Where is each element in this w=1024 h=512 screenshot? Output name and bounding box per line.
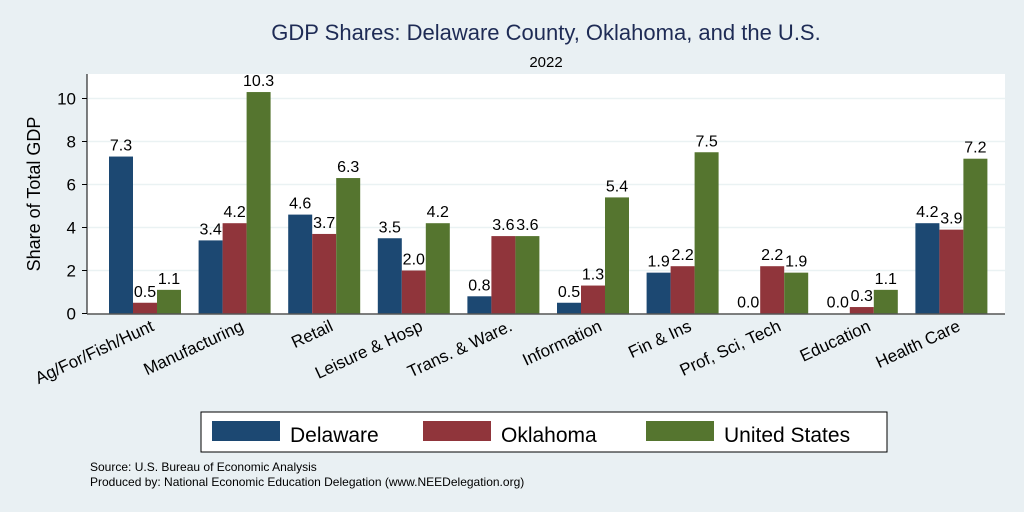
- y-tick-label: 2: [67, 262, 76, 281]
- x-tick-label: Fin & Ins: [625, 316, 694, 362]
- bar: [312, 233, 337, 314]
- legend-label: Oklahoma: [501, 424, 597, 447]
- data-label: 7.2: [964, 140, 986, 157]
- data-label: 3.7: [313, 215, 335, 232]
- bar: [222, 223, 247, 314]
- bar: [246, 92, 271, 314]
- data-label: 6.3: [337, 159, 359, 176]
- bar: [401, 270, 426, 314]
- bar: [873, 289, 898, 314]
- produced-by-note: Produced by: National Economic Education…: [90, 475, 524, 489]
- bars: [109, 92, 988, 315]
- data-label: 5.4: [606, 178, 628, 195]
- bar: [915, 223, 940, 314]
- data-label: 3.6: [516, 217, 538, 234]
- legend-swatch: [423, 421, 491, 441]
- bar: [849, 307, 874, 314]
- bar: [605, 197, 629, 314]
- legend-swatch: [646, 421, 714, 441]
- bar: [109, 156, 133, 314]
- legend-items: Delaware Oklahoma United States: [212, 421, 850, 447]
- data-label: 1.1: [158, 271, 180, 288]
- y-axis: 0 2 4 6 8 10: [57, 90, 87, 324]
- data-label: 4.2: [427, 204, 449, 221]
- chart-title: GDP Shares: Delaware County, Oklahoma, a…: [271, 20, 820, 45]
- bar: [425, 223, 450, 314]
- data-label: 0.0: [737, 295, 759, 312]
- bar: [336, 178, 361, 314]
- y-tick-label: 4: [67, 219, 76, 238]
- x-tick-label: Ag/For/Fish/Hunt: [32, 316, 157, 388]
- bar: [515, 236, 540, 314]
- legend-swatch: [212, 421, 280, 441]
- x-tick-label: Manufacturing: [141, 316, 247, 379]
- bar: [467, 296, 492, 314]
- source-note: Source: U.S. Bureau of Economic Analysis: [90, 460, 317, 474]
- data-label: 2.2: [761, 247, 783, 264]
- bar: [784, 272, 809, 314]
- data-label: 0.3: [851, 288, 873, 305]
- bar: [133, 302, 157, 314]
- data-label: 0.5: [134, 284, 156, 301]
- data-label: 4.6: [289, 196, 311, 213]
- legend-label: Delaware: [290, 424, 379, 447]
- data-label: 2.2: [671, 247, 693, 264]
- bar: [557, 302, 581, 314]
- data-label: 3.5: [379, 219, 401, 236]
- x-tick-label: Health Care: [873, 316, 963, 372]
- bar: [694, 152, 719, 314]
- legend-label: United States: [724, 424, 850, 447]
- data-label: 1.9: [785, 254, 807, 271]
- data-label: 1.3: [582, 267, 604, 284]
- data-label: 3.4: [199, 221, 221, 238]
- chart-subtitle: 2022: [529, 54, 562, 71]
- data-label: 4.2: [223, 204, 245, 221]
- bar: [581, 285, 605, 314]
- bar: [963, 158, 988, 314]
- y-tick-label: 0: [67, 305, 76, 324]
- legend: [200, 411, 888, 453]
- bar: [646, 272, 671, 314]
- bar: [760, 266, 785, 314]
- bar: [491, 236, 516, 314]
- data-label: 7.5: [695, 133, 717, 150]
- bar: [288, 214, 313, 314]
- data-label: 3.9: [940, 211, 962, 228]
- x-tick-label: Education: [797, 316, 874, 365]
- bar: [198, 240, 223, 314]
- data-label: 4.2: [916, 204, 938, 221]
- data-label: 1.1: [875, 271, 897, 288]
- data-label: 7.3: [110, 138, 132, 155]
- data-label: 0.0: [827, 295, 849, 312]
- data-label: 1.9: [647, 254, 669, 271]
- data-label: 0.8: [468, 277, 490, 294]
- y-tick-label: 6: [67, 176, 76, 195]
- data-label: 10.3: [243, 73, 274, 90]
- y-axis-label: Share of Total GDP: [24, 117, 44, 272]
- data-label: 0.5: [558, 284, 580, 301]
- x-tick-label: Retail: [288, 316, 335, 352]
- bar: [157, 289, 181, 314]
- bar: [939, 229, 964, 314]
- x-tick-label: Information: [520, 316, 605, 369]
- x-tick-label: Prof, Sci, Tech: [677, 316, 784, 379]
- data-labels: 7.30.51.13.44.210.34.63.76.33.52.04.20.8…: [110, 73, 987, 311]
- data-label: 3.6: [492, 217, 514, 234]
- bar: [670, 266, 695, 314]
- data-label: 2.0: [403, 252, 425, 269]
- y-tick-label: 10: [57, 90, 76, 109]
- y-tick-label: 8: [67, 133, 76, 152]
- bar: [377, 238, 402, 314]
